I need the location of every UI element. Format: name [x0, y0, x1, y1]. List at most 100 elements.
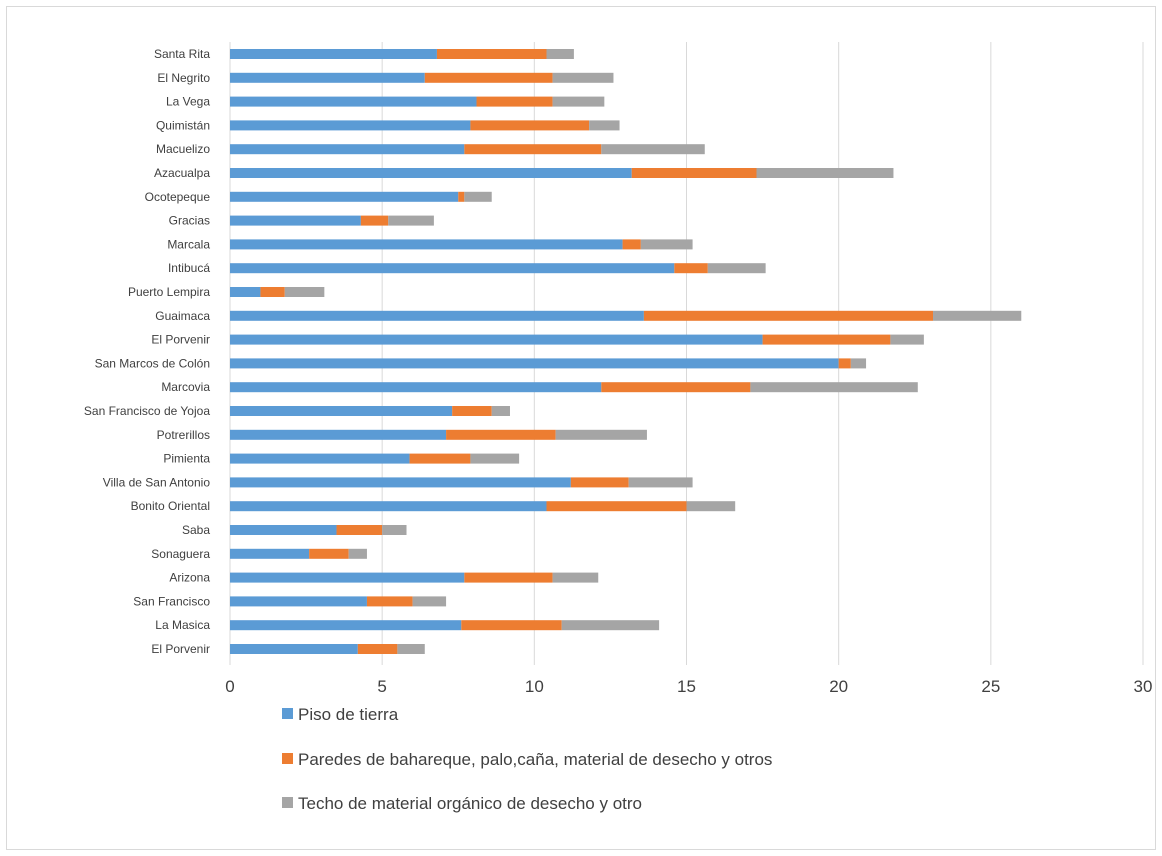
bar-segment-series-2 [589, 120, 620, 131]
category-label: Macuelizo [156, 142, 210, 156]
bar-segment-series-2 [561, 620, 660, 631]
bar-segment-series-1 [838, 358, 851, 369]
legend-swatch-2 [282, 797, 293, 808]
bar-segment-series-0 [230, 453, 410, 464]
bar-segment-series-1 [357, 644, 398, 654]
category-label: Bonito Oriental [131, 499, 210, 513]
bar-segment-series-1 [476, 96, 553, 107]
bar-segment-series-1 [464, 572, 553, 583]
bar-segment-series-2 [284, 287, 325, 297]
bar-segment-series-2 [640, 239, 693, 250]
bar-segment-series-2 [397, 644, 425, 654]
bar-segment-series-2 [348, 548, 367, 559]
bar-segment-series-2 [388, 215, 434, 226]
category-label: San Francisco [133, 594, 210, 608]
bar-segment-series-0 [230, 382, 602, 393]
bar-segment-series-0 [230, 548, 310, 559]
x-tick-label: 20 [829, 677, 848, 696]
bar-segment-series-0 [230, 49, 437, 59]
bar-segment-series-1 [643, 310, 934, 321]
bar-segment-series-2 [750, 382, 918, 393]
bar-segment-series-0 [230, 477, 571, 488]
bar-segment-series-0 [230, 168, 632, 178]
category-label: Quimistán [156, 118, 210, 132]
bar-segment-series-2 [412, 596, 447, 607]
category-label: El Porvenir [151, 642, 210, 656]
bar-segment-series-0 [230, 525, 337, 535]
category-label: Marcovia [161, 380, 210, 394]
category-label: El Porvenir [151, 333, 210, 347]
bar-segment-series-2 [546, 49, 574, 59]
bar-segment-series-0 [230, 263, 675, 274]
category-label: Intibucá [168, 261, 210, 275]
bar-segment-series-1 [570, 477, 629, 488]
x-axis-tick-labels: 0 5 10 15 20 25 30 [225, 677, 1152, 696]
bar-layer [230, 49, 1022, 654]
category-labels: Santa Rita El Negrito La Vega Quimistán Macu… [84, 47, 210, 656]
category-label: San Marcos de Colón [95, 356, 210, 370]
category-label: San Francisco de Yojoa [84, 404, 210, 418]
bar-segment-series-0 [230, 596, 367, 607]
bar-segment-series-2 [552, 572, 599, 583]
bar-segment-series-2 [601, 144, 705, 155]
bar-segment-series-2 [850, 358, 867, 369]
bar-segment-series-0 [230, 72, 425, 83]
bar-segment-series-1 [622, 239, 641, 250]
bar-segment-series-1 [446, 429, 556, 440]
bar-segment-series-0 [230, 96, 477, 107]
bar-segment-series-1 [366, 596, 413, 607]
bar-segment-series-0 [230, 358, 839, 369]
bar-segment-series-1 [409, 453, 471, 464]
bar-segment-series-1 [601, 382, 751, 393]
bar-segment-series-0 [230, 144, 465, 155]
bar-segment-series-0 [230, 191, 459, 202]
bar-segment-series-1 [762, 334, 891, 345]
bar-segment-series-0 [230, 406, 453, 416]
bar-segment-series-2 [491, 406, 510, 416]
category-label: Villa de San Antonio [103, 475, 211, 489]
x-tick-label: 15 [677, 677, 696, 696]
bar-segment-series-2 [382, 525, 407, 535]
bar-segment-series-0 [230, 287, 261, 297]
bar-segment-series-1 [464, 144, 602, 155]
x-tick-label: 25 [981, 677, 1000, 696]
bar-segment-series-0 [230, 310, 644, 321]
category-label: El Negrito [157, 71, 210, 85]
bar-segment-series-0 [230, 429, 447, 440]
category-label: Sonaguera [151, 547, 210, 561]
legend-label-0: Piso de tierra [298, 705, 399, 724]
bar-segment-series-2 [470, 453, 520, 464]
bar-segment-series-0 [230, 644, 358, 654]
bar-segment-series-1 [360, 215, 389, 226]
category-label: Guaimaca [155, 309, 210, 323]
bar-segment-series-1 [436, 49, 547, 59]
category-label: Gracias [169, 214, 210, 228]
bar-segment-series-1 [424, 72, 553, 83]
category-label: Pimienta [163, 452, 210, 466]
bar-segment-series-2 [686, 501, 736, 512]
category-label: Arizona [169, 571, 210, 585]
bar-segment-series-0 [230, 501, 547, 512]
bar-segment-series-1 [452, 406, 492, 416]
legend-label-1: Paredes de bahareque, palo,caña, materia… [298, 750, 772, 769]
category-label: Puerto Lempira [128, 285, 210, 299]
bar-segment-series-1 [458, 191, 465, 202]
bar-segment-series-1 [336, 525, 383, 535]
legend-swatch-0 [282, 708, 293, 719]
bar-segment-series-2 [933, 310, 1022, 321]
category-label: Marcala [167, 237, 210, 251]
bar-segment-series-2 [464, 191, 492, 202]
bar-segment-series-1 [260, 287, 285, 297]
category-label: Saba [182, 523, 210, 537]
bar-segment-series-1 [546, 501, 687, 512]
x-tick-label: 30 [1134, 677, 1153, 696]
bar-segment-series-1 [631, 168, 757, 178]
bar-segment-series-2 [756, 168, 894, 178]
bar-segment-series-2 [628, 477, 693, 488]
bar-segment-series-2 [707, 263, 766, 274]
category-label: La Vega [166, 95, 210, 109]
category-label: Potrerillos [157, 428, 210, 442]
bar-segment-series-1 [470, 120, 590, 131]
category-label: Ocotepeque [145, 190, 211, 204]
